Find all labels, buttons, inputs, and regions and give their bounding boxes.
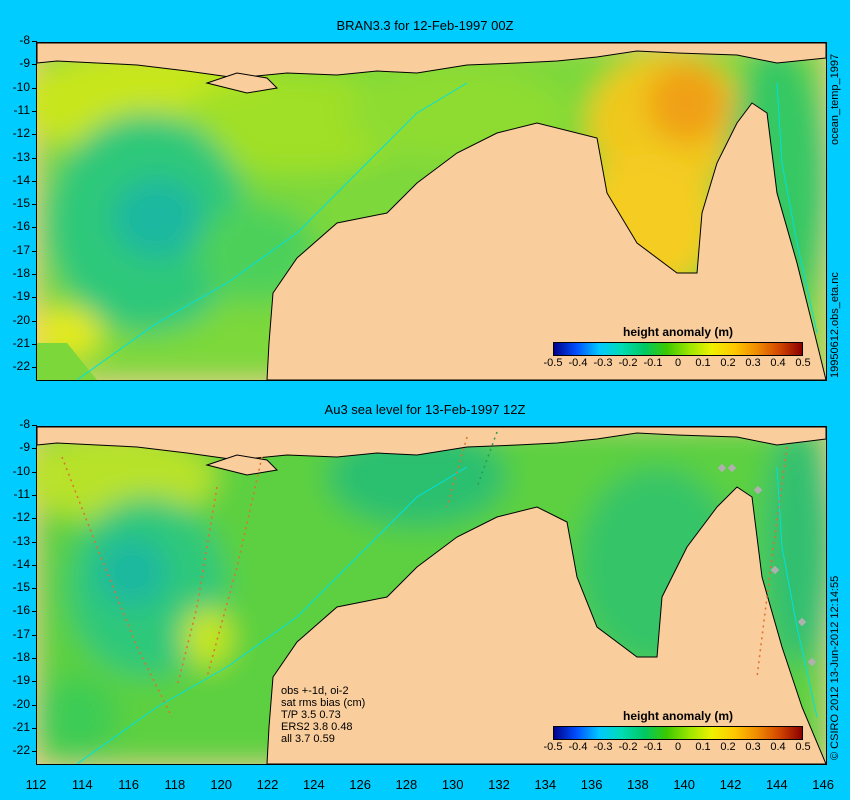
x-tick: 144 xyxy=(765,777,788,792)
top-y-tick: -11 xyxy=(2,103,37,117)
bottom-y-tick: -19 xyxy=(2,673,37,687)
top-y-tick: -10 xyxy=(2,80,37,94)
top-y-tick: -21 xyxy=(2,336,37,350)
colorbar-tick-label: -0.4 xyxy=(568,741,588,753)
bottom-y-tick: -14 xyxy=(2,557,37,571)
bottom-colorbar-title: height anomaly (m) xyxy=(622,709,733,723)
x-tick: 118 xyxy=(164,777,186,792)
bottom-y-tick: -17 xyxy=(2,627,37,641)
top-colorbar-title: height anomaly (m) xyxy=(622,325,733,339)
x-tick: 136 xyxy=(580,777,603,792)
x-tick: 138 xyxy=(627,777,649,792)
bottom-y-tick: -11 xyxy=(2,487,37,501)
top-y-tick: -20 xyxy=(2,313,37,327)
colorbar-tick-label: -0.2 xyxy=(618,741,638,753)
bottom-side-label: © CSIRO 2012 13-Jun-2012 12:14:55 xyxy=(829,575,841,760)
bottom-y-tick: -16 xyxy=(2,603,37,617)
colorbar-tick-label: -0.5 xyxy=(543,741,563,753)
x-tick: 146 xyxy=(812,777,834,792)
x-tick: 128 xyxy=(395,777,418,792)
colorbar-tick-label: -0.3 xyxy=(593,741,613,753)
bottom-y-tick: -20 xyxy=(2,697,37,711)
note-line: T/P 3.5 0.73 xyxy=(281,709,341,721)
colorbar-tick-label: -0.1 xyxy=(643,357,663,369)
note-line: ERS2 3.8 0.48 xyxy=(281,721,353,733)
top-y-tick: -8 xyxy=(2,33,37,47)
colorbar-tick-label: -0.4 xyxy=(568,357,588,369)
colorbar-tick-label: 0.1 xyxy=(695,357,711,369)
top-y-tick: -17 xyxy=(2,243,37,257)
top-colorbar-strip xyxy=(553,342,803,356)
colorbar-tick-label: 0.3 xyxy=(745,741,761,753)
note-line: sat rms bias (cm) xyxy=(281,697,366,709)
colorbar-tick-label: 0.2 xyxy=(720,741,736,753)
x-tick: 114 xyxy=(71,777,93,792)
observation-notes: obs +-1d, oi-2 sat rms bias (cm) T/P 3.5… xyxy=(281,685,365,745)
bottom-y-tick: -18 xyxy=(2,650,37,664)
colorbar-tick-label: -0.3 xyxy=(593,357,613,369)
top-y-tick: -22 xyxy=(2,359,37,373)
bottom-colorbar: height anomaly (m) -0.5 -0.4 -0.3 -0.2 -0.1 0… xyxy=(544,709,811,754)
top-y-tick: -13 xyxy=(2,150,37,164)
top-y-tick: -9 xyxy=(2,56,37,70)
top-y-tick: -18 xyxy=(2,266,37,280)
top-map-panel xyxy=(36,42,827,381)
x-tick: 112 xyxy=(25,777,47,792)
x-tick: 130 xyxy=(441,777,464,792)
x-tick: 124 xyxy=(302,777,325,792)
x-tick: 122 xyxy=(256,777,279,792)
top-y-tick: -16 xyxy=(2,219,37,233)
bottom-colorbar-labels: -0.5 -0.4 -0.3 -0.2 -0.1 0 0.1 0.2 0.3 0.4 0.5 xyxy=(544,740,811,754)
top-side-label: ocean_temp_1997 xyxy=(829,53,841,145)
bottom-y-tick: -13 xyxy=(2,534,37,548)
bottom-y-tick: -9 xyxy=(2,440,37,454)
colorbar-tick-label: -0.2 xyxy=(618,357,638,369)
x-tick: 142 xyxy=(719,777,742,792)
colorbar-tick-label: 0.5 xyxy=(795,357,811,369)
top-y-tick: -15 xyxy=(2,196,37,210)
top-y-tick: -12 xyxy=(2,126,37,140)
bottom-y-tick: -12 xyxy=(2,510,37,524)
top-colorbar-labels: -0.5 -0.4 -0.3 -0.2 -0.1 0 0.1 0.2 0.3 0.4 0.5 xyxy=(544,356,811,370)
bottom-y-tick: -8 xyxy=(2,417,37,431)
bottom-y-tick: -15 xyxy=(2,580,37,594)
top-map-field xyxy=(37,43,826,380)
colorbar-tick-label: 0.3 xyxy=(745,357,761,369)
note-line: all 3.7 0.59 xyxy=(281,733,335,745)
top-side-label-2: 19950612.obs_eta.nc xyxy=(829,272,841,378)
bottom-map-panel xyxy=(36,426,827,765)
colorbar-tick-label: 0 xyxy=(674,741,682,753)
top-y-tick: -19 xyxy=(2,289,37,303)
bottom-panel-title: Au3 sea level for 13-Feb-1997 12Z xyxy=(324,402,526,417)
colorbar-tick-label: 0.5 xyxy=(795,741,811,753)
colorbar-tick-label: 0 xyxy=(674,357,682,369)
x-tick: 134 xyxy=(534,777,557,792)
bottom-y-tick: -10 xyxy=(2,464,37,478)
bottom-y-tick: -21 xyxy=(2,720,37,734)
colorbar-tick-label: 0.2 xyxy=(720,357,736,369)
bottom-colorbar-strip xyxy=(553,726,803,740)
top-colorbar: height anomaly (m) -0.5 -0.4 -0.3 -0.2 -0.1 0… xyxy=(544,325,811,370)
x-tick: 116 xyxy=(118,777,139,792)
colorbar-tick-label: 0.1 xyxy=(695,741,711,753)
bottom-map-field xyxy=(37,427,826,764)
top-y-tick: -14 xyxy=(2,173,37,187)
colorbar-tick-label: -0.5 xyxy=(543,357,563,369)
bottom-y-tick: -22 xyxy=(2,743,37,757)
colorbar-tick-label: -0.1 xyxy=(643,741,663,753)
top-panel-title: BRAN3.3 for 12-Feb-1997 00Z xyxy=(336,18,514,33)
x-tick: 126 xyxy=(349,777,371,792)
note-line: obs +-1d, oi-2 xyxy=(281,685,349,697)
colorbar-tick-label: 0.4 xyxy=(770,357,786,369)
colorbar-tick-label: 0.4 xyxy=(770,741,786,753)
x-tick: 132 xyxy=(488,777,510,792)
x-tick: 120 xyxy=(210,777,233,792)
x-tick: 140 xyxy=(673,777,696,792)
